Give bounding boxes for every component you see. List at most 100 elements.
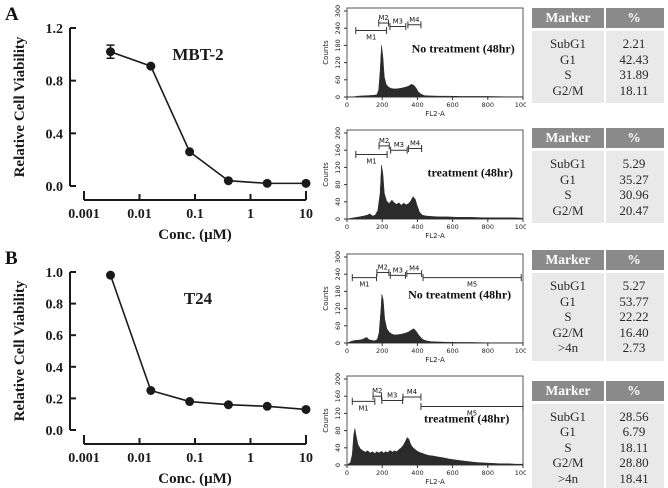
x-tick-label: 600 bbox=[446, 469, 458, 477]
percent-cell: 20.47 bbox=[619, 202, 649, 218]
marker-cell: >4n bbox=[557, 470, 579, 486]
region-markers: M1 M2 M3 M4 bbox=[355, 137, 423, 166]
panel-a-label: A bbox=[5, 4, 19, 25]
marker-label: M1 bbox=[366, 158, 376, 166]
treatment-annotation: No treatment (48hr) bbox=[412, 42, 515, 56]
y-tick-label: 0.8 bbox=[46, 298, 64, 313]
x-tick-label: 800 bbox=[482, 469, 494, 477]
x-axis-title: FL2-A bbox=[425, 110, 445, 118]
flow-histogram-b-treated: 0 40 80 120 160 200 Counts 0 200 400 600 800 1000 FL2… bbox=[322, 373, 526, 486]
marker-label: M4 bbox=[409, 265, 419, 273]
percent-cell: 35.27 bbox=[619, 171, 649, 187]
table-body: SubG1 28.56 G1 6.79 S 18.11 G2/M 28.80 >4n 18.41 bbox=[532, 403, 664, 488]
table-header-percent: % bbox=[627, 252, 641, 267]
x-tick-label: 200 bbox=[376, 347, 388, 355]
x-tick-label: 800 bbox=[482, 101, 494, 109]
x-tick-label: 1000 bbox=[515, 347, 526, 355]
panel-b-flow-column: 060120180240300Counts02004006008001000FL… bbox=[318, 244, 530, 488]
y-tick-label: 0.0 bbox=[46, 424, 64, 439]
table-row: SubG1 2.21 bbox=[532, 36, 664, 52]
table-row: G2/M 16.40 bbox=[532, 325, 664, 341]
y-tick-label: 0.6 bbox=[46, 329, 64, 344]
y-tick-label: 0.2 bbox=[46, 392, 64, 407]
y-tick-label: 0 bbox=[334, 463, 342, 467]
x-tick-label: 200 bbox=[376, 101, 388, 109]
data-point bbox=[185, 147, 195, 157]
data-point bbox=[146, 61, 156, 71]
x-tick-label: 0.001 bbox=[68, 207, 100, 222]
marker-cell: G1 bbox=[560, 293, 576, 309]
x-tick-label: 200 bbox=[376, 223, 388, 231]
table-body: SubG1 2.21 G1 42.43 S 31.89 G2/M 18.11 bbox=[532, 31, 664, 103]
x-tick-label: 400 bbox=[411, 469, 423, 477]
table-row: G1 42.43 bbox=[532, 52, 664, 68]
y-tick-label: 300 bbox=[334, 5, 342, 17]
y-tick-label: 0.8 bbox=[46, 75, 64, 90]
chart-title: T24 bbox=[184, 289, 213, 308]
chart-title: MBT-2 bbox=[172, 45, 223, 64]
percent-cell: 28.56 bbox=[619, 408, 649, 424]
axes: 0 40 80 120 160 200 Counts 0 200 400 600 800 1000 FL2… bbox=[322, 373, 526, 486]
data-point bbox=[105, 270, 115, 280]
x-tick-label: 600 bbox=[446, 101, 458, 109]
table-header: Marker% bbox=[532, 250, 664, 270]
table-row: SubG1 5.29 bbox=[532, 156, 664, 172]
marker-cell: G2/M bbox=[552, 455, 584, 470]
marker-cell: G1 bbox=[560, 171, 576, 187]
treatment-annotation: treatment (48hr) bbox=[427, 165, 512, 179]
marker-label: M4 bbox=[410, 139, 420, 147]
table-row: S 22.22 bbox=[532, 309, 664, 325]
panel-a-flow-column: 060120180240300Counts02004006008001000FL… bbox=[318, 0, 530, 244]
data-point bbox=[223, 400, 233, 410]
table-header: Marker% bbox=[532, 8, 664, 28]
marker-label: M2 bbox=[379, 14, 389, 22]
x-tick-label: 10 bbox=[299, 207, 313, 222]
table-row: >4n 2.73 bbox=[532, 340, 664, 356]
panel-a: A 0.0 0.4 0.8 1.2 Relative Cell Viability 0.0… bbox=[5, 0, 668, 244]
percent-cell: 18.11 bbox=[619, 82, 649, 98]
marker-cell: G1 bbox=[560, 424, 576, 439]
flow-histogram-a-untreated: 0 60 120 180 240 300 Counts 0 200 400 600 800 1000 FL… bbox=[322, 5, 526, 118]
table-row: S 18.11 bbox=[532, 440, 664, 456]
table-row: G1 35.27 bbox=[532, 172, 664, 188]
y-tick-label: 60 bbox=[334, 322, 342, 330]
marker-label: M2 bbox=[372, 387, 382, 395]
x-tick-label: 0.1 bbox=[186, 207, 204, 222]
x-tick-label: 600 bbox=[446, 223, 458, 231]
cell-cycle-table-a-treated: Marker% SubG1 5.29 G1 35.27 S 30.96 G2/M 20.47 bbox=[532, 128, 664, 223]
table-header: Marker% bbox=[532, 380, 664, 401]
table-header-percent: % bbox=[627, 382, 641, 398]
percent-cell: 16.40 bbox=[619, 324, 649, 340]
table-header-percent: % bbox=[627, 10, 641, 25]
marker-label: M5 bbox=[467, 410, 477, 418]
percent-cell: 22.22 bbox=[619, 309, 649, 324]
x-tick-label: 0 bbox=[345, 101, 349, 109]
marker-cell: SubG1 bbox=[549, 156, 587, 171]
percent-cell: 28.80 bbox=[619, 455, 649, 470]
marker-label: M1 bbox=[358, 404, 368, 412]
panel-b-table-column: Marker% SubG1 5.27 G1 53.77 S 22.22 G2/M 16.40 >4… bbox=[530, 244, 668, 488]
table-header: Marker% bbox=[532, 128, 664, 148]
x-tick-label: 1000 bbox=[515, 101, 526, 109]
table-row: G1 53.77 bbox=[532, 294, 664, 310]
y-tick-label: 80 bbox=[334, 426, 342, 434]
table-row: G2/M 28.80 bbox=[532, 455, 664, 471]
y-tick-label: 120 bbox=[334, 407, 342, 419]
y-tick-label: 200 bbox=[334, 373, 342, 385]
region-markers: M1 M2 M3 M4 bbox=[355, 14, 422, 41]
viability-chart-mbt2: 0.0 0.4 0.8 1.2 Relative Cell Viability 0.001… bbox=[12, 22, 313, 243]
marker-label: M3 bbox=[393, 266, 403, 274]
treatment-annotation: treatment (48hr) bbox=[424, 411, 509, 425]
marker-label: M3 bbox=[387, 392, 397, 400]
y-tick-label: 200 bbox=[334, 127, 342, 139]
table-row: SubG1 28.56 bbox=[532, 409, 664, 425]
y-tick-label: 40 bbox=[334, 198, 342, 206]
panel-a-table-column: Marker% SubG1 2.21 G1 42.43 S 31.89 G2/M 18.11 M… bbox=[530, 0, 668, 244]
percent-cell: 2.21 bbox=[622, 36, 646, 51]
axes: 0 60 120 180 240 300 Counts 0 200 400 600 800 1000 FL… bbox=[322, 5, 526, 118]
table-row: G2/M 18.11 bbox=[532, 83, 664, 99]
x-tick-label: 0 bbox=[345, 347, 349, 355]
percent-cell: 5.27 bbox=[622, 278, 646, 293]
x-tick-label: 600 bbox=[446, 347, 458, 355]
